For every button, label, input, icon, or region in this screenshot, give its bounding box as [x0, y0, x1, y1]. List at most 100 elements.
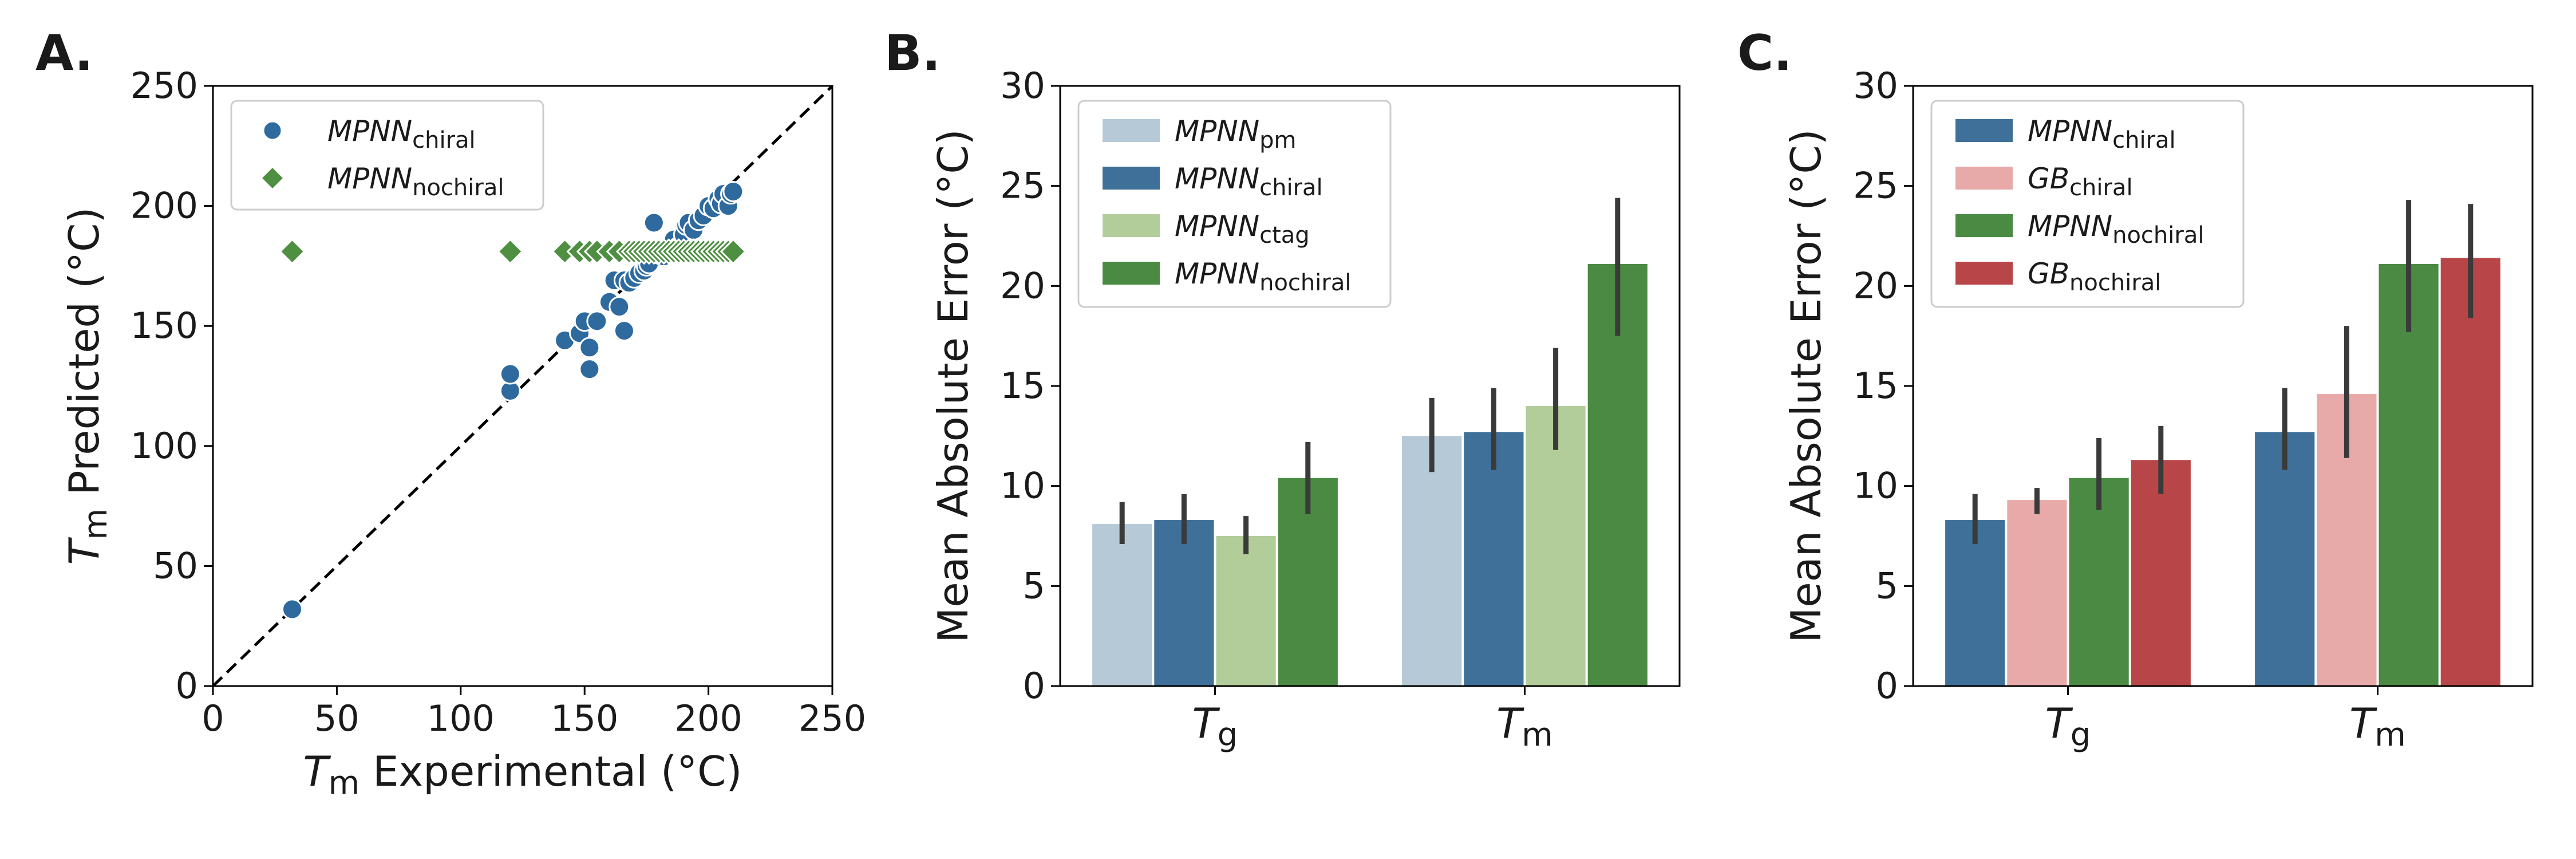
legend-label: MPNNnochiral — [1175, 257, 1351, 296]
bar — [2255, 432, 2315, 686]
legend-label-subscript: chiral — [2112, 127, 2176, 153]
legend-label-subscript: nochiral — [2112, 222, 2204, 249]
x-axis-title-subscript: m — [328, 765, 359, 802]
y-tick-label: 30 — [1853, 65, 1898, 107]
scatter-point-nochiral — [497, 238, 524, 265]
x-tick-label: 0 — [202, 698, 224, 739]
legend-label-subscript: pm — [1259, 127, 1296, 153]
legend-swatch — [1103, 167, 1160, 190]
legend-marker-circle — [262, 120, 283, 141]
y-tick-label: 25 — [1000, 165, 1045, 207]
y-tick-label: 0 — [1023, 665, 1045, 707]
legend-label-base: MPNN — [327, 115, 412, 148]
y-axis-title-text: Predicted (°C) — [60, 207, 108, 509]
legend-label-subscript: ctag — [1259, 222, 1310, 249]
bar — [1402, 436, 1462, 686]
legend-label: MPNNpm — [1175, 115, 1296, 153]
bar — [1216, 536, 1276, 686]
legend-label-subscript: chiral — [1259, 175, 1323, 201]
bar — [2069, 478, 2129, 686]
legend-label: GBnochiral — [2028, 257, 2161, 296]
x-tick-label: 200 — [674, 698, 742, 739]
legend-box — [1077, 100, 1392, 308]
bar — [2379, 263, 2439, 686]
x-category-label: Tg — [1192, 699, 1238, 754]
category-symbol: T — [1496, 699, 1524, 747]
legend-label: GBchiral — [2028, 162, 2133, 201]
panel-letter: C. — [1737, 25, 1792, 82]
scatter-point-chiral — [722, 180, 744, 202]
x-tick-label: 250 — [799, 698, 866, 739]
legend-label: MPNNnochiral — [327, 162, 504, 201]
panel-letter: B. — [884, 25, 941, 82]
legend-label-subscript: nochiral — [412, 175, 504, 201]
legend-label-subscript: chiral — [2069, 175, 2133, 201]
scatter-point-chiral — [643, 212, 665, 234]
bar — [2440, 258, 2500, 687]
legend-label-subscript: nochiral — [1259, 270, 1351, 296]
y-axis-title: Mean Absolute Error (°C) — [1782, 129, 1830, 643]
legend-label: MPNNchiral — [2028, 115, 2176, 153]
y-tick-label: 20 — [1000, 265, 1045, 306]
category-subscript: m — [2374, 716, 2406, 754]
legend-label-base: MPNN — [2028, 115, 2112, 148]
y-tick-label: 20 — [1853, 265, 1898, 306]
panel-a-scatter: A. 0 50 100 150 200 250 0 50 100 150 200 250 Tm Predi… — [35, 25, 866, 802]
legend-label-base: MPNN — [1175, 115, 1259, 148]
y-tick-label: 15 — [1000, 365, 1045, 407]
plot-frame — [212, 85, 833, 687]
legend-label-subscript: chiral — [412, 127, 476, 153]
legend-label-base: MPNN — [1175, 162, 1259, 195]
scatter-point-chiral — [579, 337, 600, 358]
x-tick-label: 150 — [551, 698, 618, 739]
legend-label-base: MPNN — [1175, 210, 1259, 243]
category-subscript: m — [1522, 716, 1553, 754]
y-tick-label: 10 — [1000, 465, 1045, 507]
legend-swatch — [1955, 214, 2013, 237]
legend-swatch — [1103, 119, 1160, 142]
y-tick-label: 50 — [153, 545, 198, 586]
x-axis-title-symbol: T — [303, 747, 331, 795]
x-category-label: Tm — [2349, 699, 2406, 754]
scatter-point-nochiral — [279, 238, 306, 265]
y-tick-label: 100 — [131, 425, 198, 467]
legend-label: MPNNctag — [1175, 210, 1310, 249]
bar — [1154, 520, 1214, 686]
category-symbol: T — [2349, 699, 2377, 747]
legend-marker-diamond — [259, 165, 286, 191]
y-tick-label: 15 — [1853, 365, 1898, 407]
legend-box — [230, 100, 544, 211]
legend-swatch — [1103, 262, 1160, 285]
legend-swatch — [1103, 214, 1160, 237]
y-axis-title: Tm Predicted (°C) — [60, 207, 114, 565]
y-axis-title-subscript: m — [77, 509, 114, 540]
x-axis-title: Tm Experimental (°C) — [303, 747, 742, 802]
scatter-point-chiral — [499, 363, 521, 385]
bar — [1092, 524, 1152, 686]
bar — [2131, 460, 2191, 686]
category-subscript: g — [1218, 716, 1238, 754]
y-tick-label: 25 — [1853, 165, 1898, 207]
legend-label-base: GB — [2028, 257, 2069, 290]
legend-swatch — [1955, 167, 2013, 190]
scatter-point-chiral — [281, 598, 303, 620]
bar — [1526, 405, 1586, 686]
bar — [2007, 500, 2067, 686]
legend-label-base: GB — [2028, 162, 2069, 195]
y-tick-label: 150 — [131, 305, 198, 346]
scatter-point-chiral — [586, 310, 608, 332]
scatter-point-chiral — [613, 320, 635, 342]
scatter-point-chiral — [609, 296, 630, 318]
x-tick-label: 50 — [314, 698, 359, 739]
identity-reference-line — [212, 85, 833, 687]
y-tick-label: 200 — [131, 185, 198, 227]
legend-label: MPNNchiral — [327, 115, 476, 153]
x-category-label: Tg — [2045, 699, 2091, 754]
y-tick-label: 5 — [1876, 565, 1898, 606]
y-tick-label: 5 — [1023, 565, 1045, 606]
legend-label: MPNNnochiral — [2028, 210, 2204, 249]
x-category-label: Tm — [1496, 699, 1553, 754]
